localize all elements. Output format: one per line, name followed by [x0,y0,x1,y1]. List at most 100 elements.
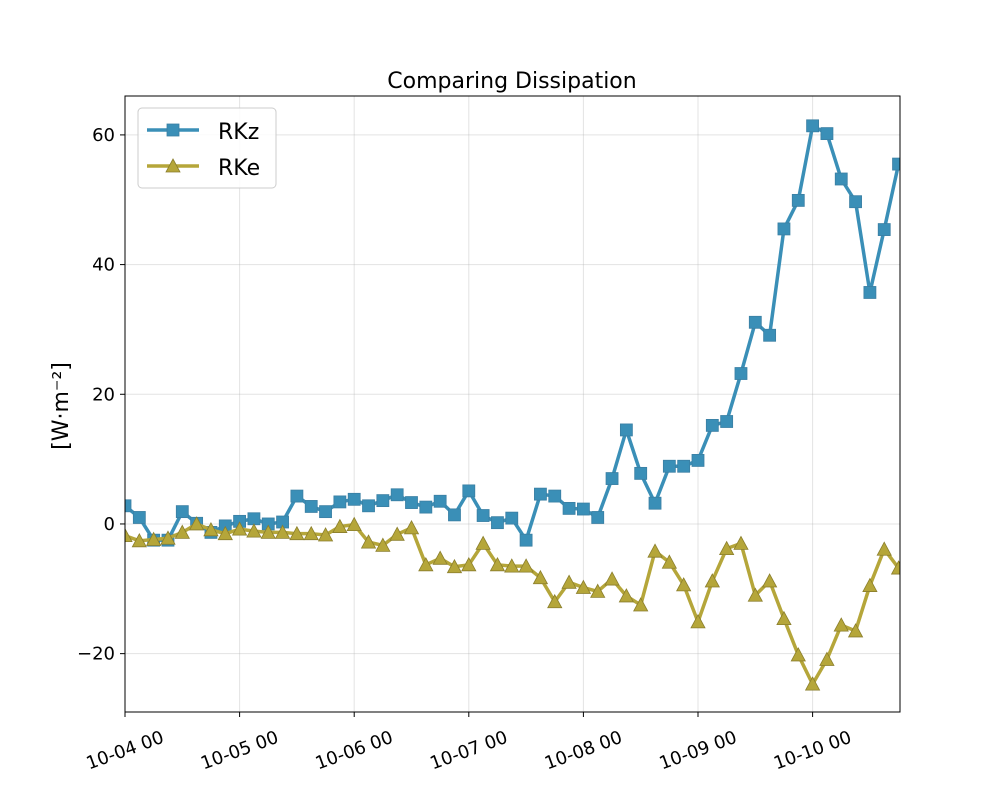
data-point-rkz [419,500,433,514]
data-point-rke [647,543,663,558]
data-point-rke [661,554,678,569]
data-point-rke [876,541,892,556]
data-point-rke [274,524,291,539]
series-layer [125,119,900,691]
data-point-rke [819,651,835,666]
data-point-rke [231,521,248,536]
y-tick-label: 40 [92,255,115,276]
data-point-rke [203,521,219,537]
data-point-rke [676,577,692,592]
data-point-rke [561,574,577,589]
data-point-rke [604,571,620,586]
data-point-rke [317,527,334,542]
data-point-rke [718,540,735,555]
data-point-rkz [849,195,862,209]
data-point-rkz [290,489,304,503]
data-point-rkz [319,505,332,519]
data-point-rke [125,527,133,543]
data-point-rke [360,534,377,549]
legend-marker-triangle-icon [165,158,181,173]
data-point-rke [504,558,520,573]
data-point-rkz [777,222,791,236]
data-point-rke [375,537,391,552]
data-point-rke [346,516,362,532]
data-point-rke [403,520,420,535]
data-point-rke [188,516,205,531]
legend-label-rkz: RKz [218,120,259,145]
data-point-rke [289,525,305,541]
y-tick-label: −20 [77,644,115,665]
data-point-rke [432,550,448,565]
data-point-rke [260,524,276,539]
data-point-rkz [892,157,900,171]
data-point-rkz [562,501,576,515]
data-point-rke [489,556,506,572]
data-point-rke [633,597,649,612]
data-point-rkz [390,488,404,502]
data-point-rke [518,558,534,573]
data-point-rkz [247,512,261,526]
x-tick-label: 10-09 00 [656,727,739,774]
data-point-rkz [405,496,418,509]
data-point-rkz [462,484,476,498]
x-tick-label: 10-05 00 [198,727,281,774]
data-point-rkz [619,423,633,437]
data-point-rke [246,523,262,538]
data-point-rkz [605,472,619,485]
data-point-rke [389,526,405,541]
data-point-rkz [505,511,519,525]
x-axis: 10-04 00 10-05 00 10-06 00 10-07 00 10-08 00… [83,712,854,774]
data-point-rkz [448,508,461,522]
data-point-rke [160,530,176,545]
data-point-rkz [591,511,605,524]
data-point-rke [776,610,792,626]
data-point-rkz [491,516,504,530]
data-point-rkz [720,415,734,428]
data-point-rkz [705,418,719,432]
data-point-rke [704,573,720,588]
data-point-rkz [648,496,662,510]
data-point-rkz [548,489,562,503]
data-point-rke [174,524,190,539]
data-point-rkz [347,492,361,506]
data-point-rke [418,556,434,572]
data-point-rkz [577,502,590,516]
y-tick-label: 20 [92,384,115,405]
legend-marker-square-icon [166,123,180,137]
data-point-rkz [691,454,705,467]
data-point-rkz [877,223,891,236]
data-point-rkz [763,328,777,342]
series-line-rke [125,522,900,686]
x-tick-label: 10-10 00 [771,727,854,774]
data-point-rkz [304,500,318,513]
y-axis-label: [W·m⁻²] [49,362,74,450]
data-point-rke [547,593,563,609]
data-point-rkz [376,494,390,508]
data-point-rkz [476,509,490,522]
y-tick-label: 60 [92,125,115,146]
data-point-rkz [534,487,547,501]
data-point-rkz [677,459,691,473]
data-point-rkz [734,367,748,380]
data-point-rkz [834,172,848,186]
data-point-rke [532,569,549,585]
y-tick-label: 0 [104,514,115,535]
data-point-rke [475,535,491,550]
data-point-rkz [132,511,146,524]
data-point-rke [790,647,806,662]
data-point-rke [446,558,463,574]
y-axis: −20 0 20 40 60 [77,125,125,665]
data-point-rkz [820,127,834,141]
x-tick-label: 10-06 00 [313,727,396,774]
data-point-rke [590,583,606,598]
data-point-rke [690,614,706,629]
data-point-rke [733,535,749,550]
x-tick-label: 10-04 00 [83,727,166,774]
plot-frame [124,95,901,713]
data-point-rke [575,579,592,594]
data-point-rkz [125,499,132,513]
data-point-rke [847,623,864,638]
data-point-rke [217,525,233,541]
data-point-rkz [662,459,676,473]
